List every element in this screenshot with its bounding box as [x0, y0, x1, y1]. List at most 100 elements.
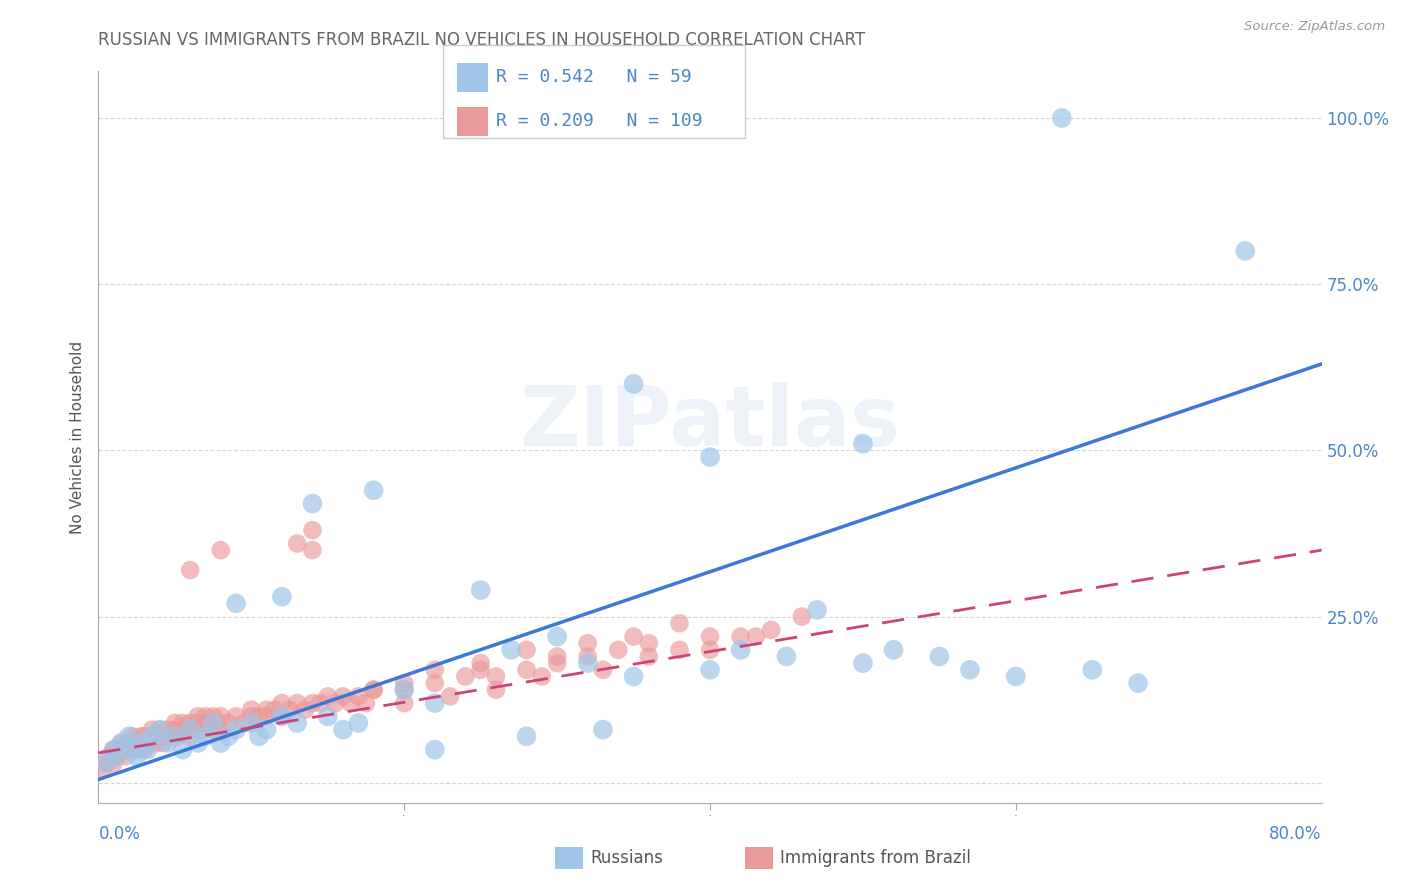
Point: [225, 723, 247, 737]
Point: [294, 703, 316, 717]
Point: [668, 643, 690, 657]
Text: R = 0.209   N = 109: R = 0.209 N = 109: [496, 112, 703, 130]
Point: [730, 630, 752, 644]
Point: [110, 736, 132, 750]
Point: [423, 696, 446, 710]
Point: [309, 696, 332, 710]
Point: [959, 663, 981, 677]
Point: [163, 729, 186, 743]
Point: [141, 729, 163, 743]
Point: [325, 696, 347, 710]
Point: [191, 723, 214, 737]
Point: [94, 756, 117, 770]
Point: [232, 716, 254, 731]
Point: [501, 643, 523, 657]
Point: [207, 716, 229, 731]
Point: [516, 643, 538, 657]
Point: [103, 742, 125, 756]
Point: [1050, 111, 1073, 125]
Point: [136, 736, 159, 750]
Point: [194, 716, 217, 731]
Point: [623, 669, 645, 683]
Point: [485, 669, 508, 683]
Point: [160, 729, 183, 743]
Point: [94, 756, 117, 770]
Point: [576, 636, 599, 650]
Point: [278, 703, 301, 717]
Point: [775, 649, 797, 664]
Point: [121, 729, 143, 743]
Text: ZIPatlas: ZIPatlas: [520, 382, 900, 463]
Text: R = 0.542   N = 59: R = 0.542 N = 59: [496, 69, 692, 87]
Point: [179, 723, 201, 737]
Point: [240, 716, 263, 731]
Point: [122, 742, 145, 756]
Point: [270, 709, 294, 723]
Point: [546, 630, 568, 644]
Point: [217, 729, 239, 743]
Point: [530, 669, 553, 683]
Point: [240, 709, 263, 723]
Point: [209, 723, 232, 737]
Point: [141, 723, 163, 737]
Point: [392, 676, 416, 690]
Point: [103, 756, 125, 770]
Point: [301, 523, 323, 537]
Point: [149, 723, 172, 737]
Point: [194, 709, 217, 723]
Point: [247, 729, 270, 743]
Point: [316, 690, 339, 704]
Point: [1004, 669, 1026, 683]
Point: [576, 649, 599, 664]
Point: [179, 716, 201, 731]
Point: [423, 676, 446, 690]
Point: [928, 649, 950, 664]
Point: [156, 723, 179, 737]
Text: 0.0%: 0.0%: [98, 825, 141, 843]
Point: [363, 483, 385, 498]
Text: Immigrants from Brazil: Immigrants from Brazil: [780, 849, 972, 867]
Point: [516, 729, 538, 743]
Point: [256, 723, 278, 737]
Point: [209, 736, 232, 750]
Point: [699, 643, 721, 657]
Point: [363, 682, 385, 697]
Point: [354, 696, 377, 710]
Point: [134, 729, 156, 743]
Point: [105, 749, 128, 764]
Point: [668, 616, 690, 631]
Point: [202, 709, 225, 723]
Point: [225, 596, 247, 610]
Point: [115, 749, 138, 764]
Point: [240, 703, 263, 717]
Point: [91, 763, 114, 777]
Point: [209, 709, 232, 723]
Point: [125, 749, 148, 764]
Point: [347, 716, 370, 731]
Point: [592, 723, 614, 737]
Point: [623, 630, 645, 644]
Point: [470, 582, 492, 597]
Point: [156, 736, 179, 750]
Point: [167, 729, 190, 743]
Point: [470, 663, 492, 677]
Point: [263, 703, 285, 717]
Point: [98, 749, 121, 764]
Text: RUSSIAN VS IMMIGRANTS FROM BRAZIL NO VEHICLES IN HOUSEHOLD CORRELATION CHART: RUSSIAN VS IMMIGRANTS FROM BRAZIL NO VEH…: [98, 31, 866, 49]
Point: [745, 630, 768, 644]
Text: Russians: Russians: [591, 849, 664, 867]
Point: [103, 742, 125, 756]
Y-axis label: No Vehicles in Household: No Vehicles in Household: [70, 341, 86, 533]
Point: [883, 643, 905, 657]
Point: [194, 729, 217, 743]
Point: [332, 690, 354, 704]
Point: [202, 716, 225, 731]
Point: [339, 696, 361, 710]
Point: [256, 703, 278, 717]
Point: [363, 682, 385, 697]
Point: [118, 729, 141, 743]
Text: Source: ZipAtlas.com: Source: ZipAtlas.com: [1244, 20, 1385, 33]
Point: [392, 682, 416, 697]
Point: [454, 669, 477, 683]
Point: [332, 723, 354, 737]
